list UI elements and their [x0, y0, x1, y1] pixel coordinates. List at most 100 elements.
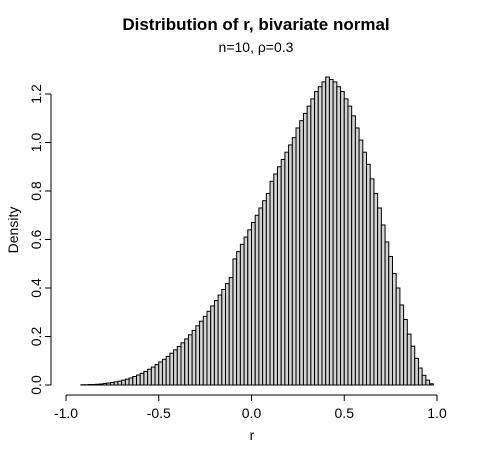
bar [132, 376, 137, 386]
bar [410, 345, 416, 386]
bar [173, 349, 178, 386]
bar [399, 304, 405, 386]
bar [199, 320, 204, 386]
bar [113, 381, 119, 386]
bar [117, 380, 123, 386]
bar [150, 366, 156, 386]
bar [425, 379, 431, 386]
x-tick-label: 0.5 [335, 405, 355, 421]
bar [228, 277, 234, 386]
bar [102, 383, 108, 386]
bar [106, 382, 112, 386]
bar [135, 374, 141, 386]
bar [262, 200, 267, 386]
chart-subtitle: n=10, ρ=0.3 [219, 39, 294, 55]
bar [165, 355, 171, 386]
bar [143, 370, 149, 386]
bar [380, 224, 386, 386]
bar [232, 258, 238, 386]
bar [351, 115, 356, 386]
bar [269, 180, 275, 386]
bar [210, 305, 215, 386]
bar [243, 236, 249, 386]
bar [236, 251, 241, 386]
bar [391, 272, 397, 386]
bar [95, 383, 100, 386]
bar [128, 377, 134, 386]
y-tick-label: 0.2 [28, 327, 44, 347]
x-tick-label: 1.0 [427, 405, 447, 421]
bar [366, 163, 371, 386]
bar [176, 345, 182, 386]
bar [251, 222, 256, 386]
bar [121, 379, 126, 386]
bar [310, 98, 316, 386]
y-tick-label: 0.6 [28, 230, 44, 250]
bar [336, 86, 342, 386]
bar [202, 315, 208, 386]
bar [195, 325, 201, 386]
bar [225, 283, 230, 386]
bar [403, 319, 408, 386]
bar [347, 105, 353, 386]
bar [161, 358, 167, 386]
bar [429, 383, 434, 386]
bar [377, 207, 382, 386]
x-tick-label: 0.0 [242, 405, 262, 421]
x-tick-label: -0.5 [147, 405, 171, 421]
y-tick-label: 1.2 [28, 84, 44, 104]
bar [299, 120, 304, 386]
bar [147, 368, 152, 386]
bar [206, 310, 212, 386]
bar [328, 78, 334, 386]
bar [314, 91, 319, 386]
y-axis-label: Density [5, 207, 21, 254]
bar [302, 112, 308, 386]
bar [124, 378, 130, 386]
bar [280, 158, 286, 386]
bar [154, 364, 160, 386]
bar [187, 334, 193, 386]
y-tick-label: 1.0 [28, 133, 44, 153]
bar [384, 241, 390, 386]
bar [362, 151, 368, 386]
bar [139, 372, 145, 386]
bar [288, 144, 293, 386]
bar [358, 139, 364, 386]
bar [169, 352, 175, 386]
bar [414, 357, 419, 386]
bar [373, 192, 379, 386]
x-tick-label: -1.0 [54, 405, 78, 421]
bar [110, 382, 115, 386]
bar [295, 127, 301, 386]
bar [158, 361, 163, 386]
bar [221, 288, 227, 386]
y-tick-label: 0.8 [28, 181, 44, 201]
bar [354, 127, 360, 386]
bar [239, 243, 245, 386]
bar [340, 91, 345, 386]
chart-title: Distribution of r, bivariate normal [122, 15, 389, 34]
bar [317, 86, 323, 386]
bar [343, 98, 349, 386]
bar [291, 137, 297, 386]
bar [265, 192, 271, 386]
bar [306, 105, 312, 386]
bar [421, 374, 427, 386]
bar [395, 287, 401, 386]
bar [247, 229, 252, 386]
bar [332, 81, 338, 386]
bar [406, 333, 412, 386]
bar [258, 207, 264, 386]
bar [369, 178, 375, 386]
bar [98, 383, 104, 386]
bar [254, 214, 260, 386]
bar [325, 76, 330, 386]
bar [388, 255, 393, 386]
y-tick-label: 0.0 [28, 375, 44, 395]
x-axis-label: r [250, 427, 255, 443]
y-tick-label: 0.4 [28, 278, 44, 298]
bar [191, 329, 197, 386]
bar [284, 151, 290, 386]
